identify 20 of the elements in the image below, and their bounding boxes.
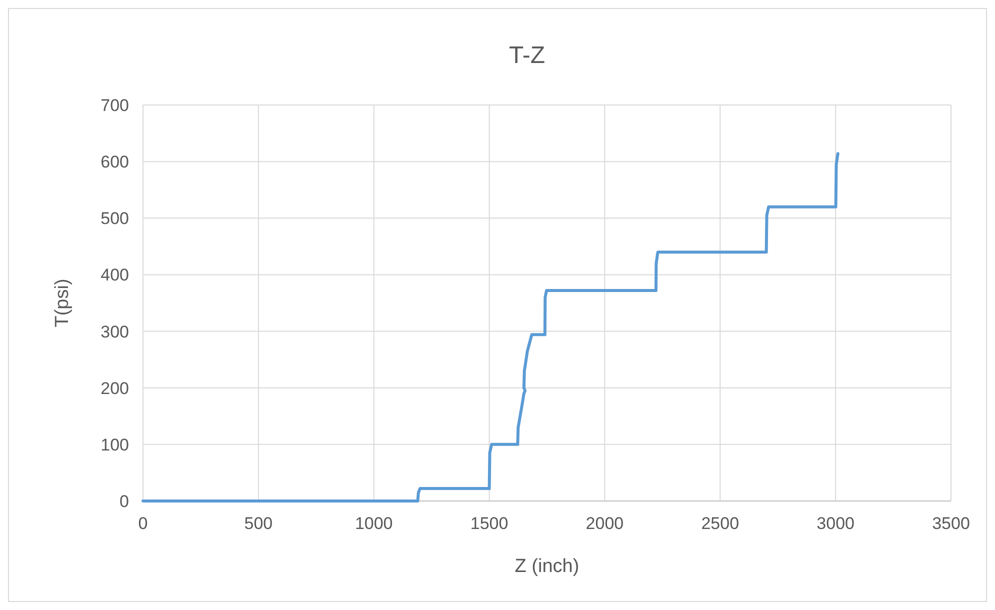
y-axis-title: T(psi) (52, 278, 73, 328)
y-tick-label: 600 (100, 152, 129, 172)
y-tick-label: 100 (100, 435, 129, 454)
y-tick-label: 0 (120, 492, 129, 511)
line-series (142, 152, 840, 502)
x-axis-title: Z (inch) (514, 556, 580, 577)
y-tick-label: 200 (100, 378, 129, 398)
y-tick-label: 700 (100, 96, 129, 115)
x-tick-label: 500 (244, 514, 273, 533)
x-tick-label: 3000 (816, 514, 854, 533)
x-tick-label: 1500 (470, 514, 508, 533)
y-tick-label: 300 (100, 322, 129, 342)
x-tick-label: 0 (138, 514, 148, 533)
chart-title: T-Z (509, 42, 545, 69)
x-tick-label: 2000 (586, 514, 624, 533)
y-tick-label: 500 (100, 209, 129, 228)
x-tick-label: 2500 (701, 514, 740, 533)
x-tick-label: 1000 (354, 514, 393, 533)
y-tick-label: 400 (100, 266, 129, 285)
x-tick-label: 3500 (932, 514, 970, 533)
